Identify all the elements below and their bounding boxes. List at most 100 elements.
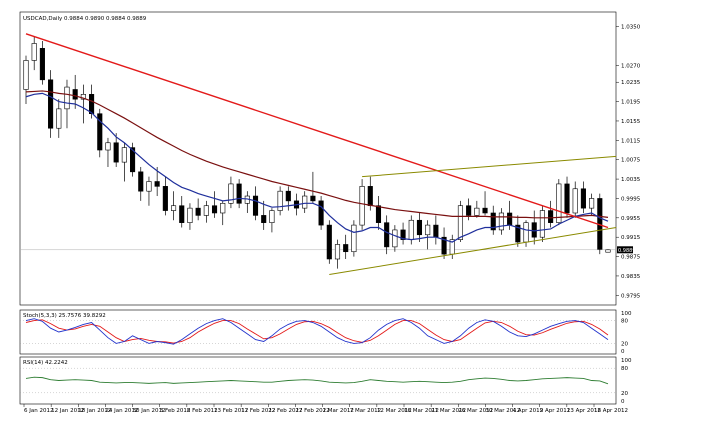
date-tick-label: 30 Mar 2012 [485,408,520,414]
candle-body [474,207,480,216]
candle-body [236,183,242,204]
date-tick-label: 4 Apr 2012 [513,408,544,414]
price-axis: 1.0350 1.0270 1.0235 1.0195 1.0155 1.0115 1.00… [616,25,641,299]
main-panel-frame [19,11,617,306]
date-tick-label: 22 Feb 2012 [268,408,302,414]
candle-body [310,195,316,202]
date-tick-label: 18 Apr 2012 [594,408,628,414]
indicator-tick-label: 0 [621,399,625,405]
candle-body [105,142,111,151]
candle-body [392,229,398,248]
current-price-label: 0.9889 [618,248,636,254]
candle-body [498,212,504,231]
indicator-tick-label: 0 [621,349,625,355]
candle-body [441,236,447,255]
rsi-line [25,376,609,385]
candle-body [425,224,431,236]
rsi-axis: 100 80 20 0 [20,358,632,405]
candle-body [490,212,496,231]
candle-body [138,171,144,192]
price-tick-label: 1.0270 [621,63,641,69]
price-tick-label: 1.0075 [621,158,641,164]
price-tick-label: 0.9915 [621,235,641,241]
date-tick-label: 17 Feb 2012 [241,408,275,414]
candle-body [523,222,529,243]
candle-body [375,205,382,223]
candle-body [220,202,226,214]
rsi-panel: RSI(14) 42.2242 100 80 20 0 [19,356,632,405]
date-tick-label: 13 Apr 2012 [567,408,601,414]
candle-body [556,183,562,223]
price-tick-label: 0.9995 [621,196,641,202]
trend-line [25,33,609,229]
date-tick-label: 12 Mar 2012 [377,408,412,414]
candle-body [416,219,423,236]
price-tick-label: 1.0035 [621,177,641,183]
date-tick-label: 21 Mar 2012 [431,408,466,414]
date-tick-label: 30 Jan 2012 [133,408,166,414]
candle-body [130,147,136,173]
candle-body [89,94,95,115]
candle-body [351,224,357,253]
candle-body [23,60,29,90]
candle-body [285,190,291,202]
candle-body [302,195,308,209]
candle-body [31,43,37,61]
candle-body [48,79,54,129]
candlestick-series [23,36,611,269]
date-tick-label: 13 Feb 2012 [214,408,248,414]
price-tick-label: 0.9795 [621,293,641,299]
stoch-panel: Stoch(5,3,3) 25.7576 39.8292 100 80 20 0 [19,309,632,355]
indicator-tick-label: 20 [621,341,628,347]
date-tick-label: 2 Mar 2012 [323,408,354,414]
candle-body [515,224,521,243]
date-tick-label: 24 Jan 2012 [105,408,138,414]
candle-body [589,198,595,209]
date-tick-label: 9 Apr 2012 [540,408,571,414]
date-tick-label: 7 Mar 2012 [350,408,381,414]
candle-body [334,244,341,260]
candle-body [433,224,439,238]
channel-upper-line [362,155,617,178]
date-tick-label: 8 Feb 2012 [187,408,218,414]
ma-fast-line [25,92,609,243]
candle-body [367,186,373,207]
date-tick-label: 18 Jan 2012 [78,408,111,414]
candle-body [507,212,513,226]
price-tick-label: 1.0155 [621,119,641,125]
candle-body [539,210,545,238]
current-price-tag: 0.9889 [617,246,636,254]
stoch-signal-line [25,319,609,344]
candle-body [146,181,152,192]
indicator-tick-label: 20 [621,391,628,397]
indicator-tick-label: 100 [621,311,632,317]
date-tick-label: 26 Mar 2012 [458,408,493,414]
candle-body [572,188,578,214]
date-tick-label: 16 Mar 2012 [404,408,439,414]
candle-body [457,205,464,240]
date-tick-label: 6 Jan 2012 [24,408,53,414]
stoch-main-line [25,318,609,345]
candle-body [531,222,537,238]
price-tick-label: 1.0235 [621,80,641,86]
candle-body [203,205,209,216]
candle-body [400,229,406,240]
price-tick-label: 1.0115 [621,138,641,144]
price-tick-label: 1.0195 [621,100,641,106]
candle-body [228,183,234,204]
candle-body [318,200,324,226]
candle-body [56,108,62,129]
stoch-panel-frame [19,309,617,355]
candle-body [408,219,414,240]
candle-body [564,183,570,214]
candle-body [39,48,45,81]
stoch-axis: 100 80 20 0 [20,311,632,355]
candle-body [179,205,185,223]
candle-body [482,207,488,214]
candle-body [384,222,390,248]
candle-body [580,188,586,209]
indicator-tick-label: 80 [621,319,628,325]
candle-body [343,244,349,253]
